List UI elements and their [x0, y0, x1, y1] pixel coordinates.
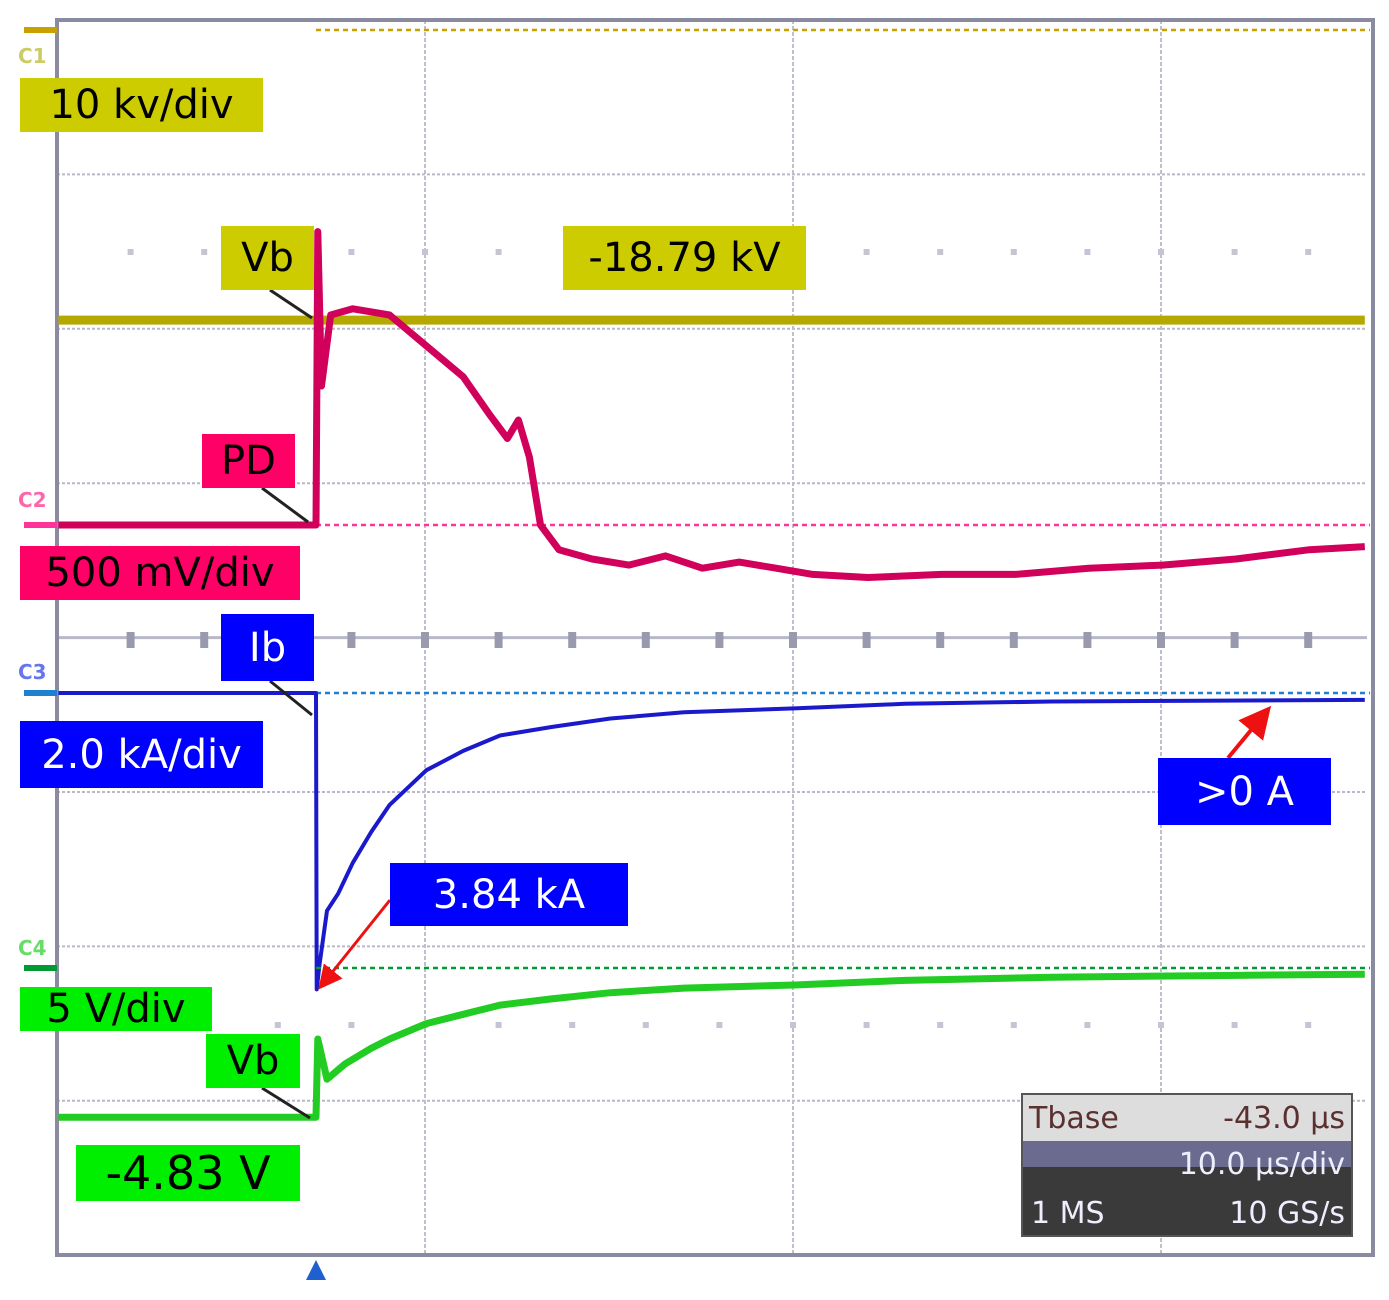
grid-tick — [715, 632, 724, 648]
grid-tick — [1083, 632, 1092, 648]
timebase-panel: Tbase -43.0 µs 10.0 µs/div 1 MS 10 GS/s — [1021, 1093, 1353, 1237]
c4-readout: -4.83 V — [76, 1145, 300, 1201]
grid-dot — [1010, 249, 1017, 255]
trigger-marker-icon — [306, 1260, 326, 1280]
grid-dot — [495, 1022, 502, 1028]
ground-marker-c1 — [24, 27, 57, 33]
grid-dot — [1084, 1022, 1091, 1028]
grid-tick — [789, 632, 797, 648]
grid-dot — [1010, 1022, 1017, 1028]
grid-dot — [422, 249, 428, 255]
c3-residual-readout: >0 A — [1158, 758, 1331, 825]
grid-dot — [127, 249, 134, 255]
c4-scale-label: 5 V/div — [20, 987, 212, 1031]
grid-dot — [937, 249, 944, 255]
grid-tick — [494, 632, 503, 648]
grid-tick — [1230, 632, 1239, 648]
grid-dot — [1231, 1022, 1238, 1028]
ground-marker-c4 — [24, 965, 57, 971]
c1-scale-label: 10 kv/div — [20, 78, 263, 132]
grid-dot — [1084, 249, 1091, 255]
channel-marker-c1: C1 — [18, 44, 47, 68]
callouts — [261, 288, 1272, 1120]
record-length: 1 MS — [1031, 1196, 1105, 1231]
grid-dot — [1305, 1022, 1312, 1028]
c2-scale-label: 500 mV/div — [20, 546, 300, 600]
trace-c2 — [58, 228, 1365, 581]
grid-tick — [1009, 632, 1018, 648]
grid-tick — [641, 632, 650, 648]
trace-c3 — [58, 691, 1365, 992]
grid-tick — [1304, 632, 1313, 648]
grid-tick — [862, 632, 871, 648]
grid-tick — [126, 632, 135, 648]
peak-arrow — [318, 899, 392, 990]
timebase-scale: 10.0 µs/div — [1178, 1147, 1345, 1182]
residual-arrow — [1226, 705, 1272, 760]
trace-c4 — [58, 970, 1365, 1121]
grid-dot — [937, 1022, 944, 1028]
c2-trace-label: PD — [202, 434, 295, 488]
traces — [24, 27, 1370, 1121]
c1-readout: -18.79 kV — [563, 226, 806, 290]
grid-dot — [863, 1022, 870, 1028]
ground-marker-c3 — [24, 690, 57, 696]
callout-line — [269, 679, 313, 717]
channel-marker-c4: C4 — [18, 936, 47, 960]
ground-marker-c2 — [24, 522, 57, 528]
c3-peak-readout: 3.84 kA — [390, 863, 628, 926]
grid-dot — [716, 1022, 723, 1028]
c3-trace-label: Ib — [221, 614, 314, 681]
grid-tick — [347, 632, 356, 648]
c4-trace-label: Vb — [206, 1034, 300, 1088]
grid-tick — [1157, 632, 1165, 648]
plot-border — [55, 18, 1375, 1257]
grid-dot — [348, 1022, 355, 1028]
grid-dot — [790, 1022, 796, 1028]
grid-dot — [1158, 249, 1164, 255]
grid-tick — [421, 632, 429, 648]
grid-dot — [201, 249, 208, 255]
channel-marker-c3: C3 — [18, 660, 47, 684]
grid-dot — [1305, 249, 1312, 255]
grid-dot — [1231, 249, 1238, 255]
grid-dot — [348, 249, 355, 255]
grid-dot — [569, 1022, 576, 1028]
grid-tick — [568, 632, 577, 648]
channel-marker-c2: C2 — [18, 488, 47, 512]
timebase-label: Tbase — [1029, 1100, 1119, 1136]
c3-scale-label: 2.0 kA/div — [20, 721, 263, 788]
grid-dot — [1158, 1022, 1164, 1028]
grid-dot — [274, 1022, 281, 1028]
grid-tick — [936, 632, 945, 648]
grid-tick — [200, 632, 209, 648]
grid-dot — [495, 249, 502, 255]
c1-trace-label: Vb — [221, 226, 314, 290]
grid-dot — [642, 1022, 649, 1028]
callout-line — [269, 288, 313, 320]
grid-dot — [863, 249, 870, 255]
callout-line — [261, 486, 309, 524]
sample-rate: 10 GS/s — [1229, 1196, 1345, 1231]
timebase-offset: -43.0 µs — [1223, 1100, 1345, 1136]
callout-line — [261, 1086, 311, 1120]
